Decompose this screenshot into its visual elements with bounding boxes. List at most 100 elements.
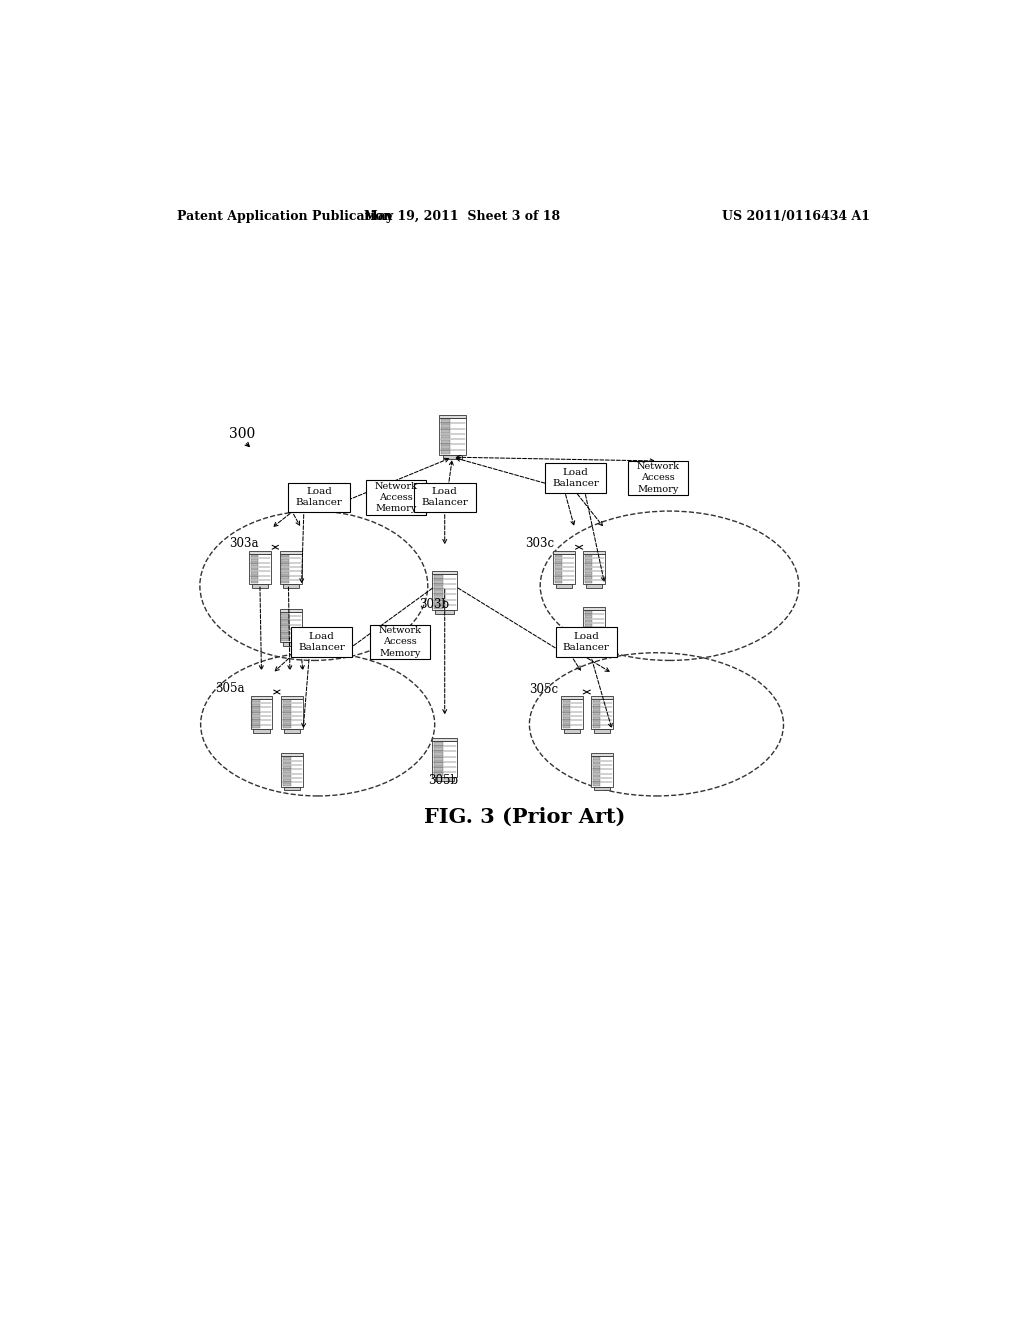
Bar (628, 461, 688, 495)
Bar (556, 627, 617, 656)
Bar (593, 770, 600, 774)
Bar (563, 729, 580, 733)
Bar (251, 698, 272, 729)
Bar (289, 483, 350, 512)
Bar (585, 568, 593, 570)
Bar (585, 615, 593, 618)
Bar (562, 700, 570, 702)
Bar (434, 758, 442, 760)
Bar (432, 570, 457, 574)
Bar (283, 783, 291, 785)
Bar (282, 577, 289, 579)
Bar (434, 601, 442, 603)
Bar (585, 611, 593, 614)
Bar (282, 622, 289, 624)
Text: 303b: 303b (419, 598, 450, 611)
Text: 305a: 305a (215, 681, 245, 694)
Bar (432, 742, 457, 776)
Bar (252, 585, 268, 587)
Text: 303c: 303c (525, 537, 555, 550)
Bar (282, 698, 303, 729)
Bar (553, 554, 574, 585)
Bar (593, 762, 600, 764)
Bar (562, 713, 570, 715)
Bar (434, 590, 442, 594)
Bar (434, 606, 442, 609)
Text: Load
Balancer: Load Balancer (298, 632, 345, 652)
Bar (283, 758, 291, 760)
Bar (434, 767, 442, 771)
Bar (283, 704, 291, 706)
Bar (252, 717, 260, 719)
Bar (555, 554, 562, 557)
Bar (562, 704, 570, 706)
Bar (283, 770, 291, 774)
Bar (441, 418, 450, 422)
Bar (584, 607, 605, 610)
Bar (584, 610, 605, 640)
Bar (441, 440, 450, 444)
Bar (594, 787, 610, 791)
Bar (282, 639, 289, 642)
Bar (251, 564, 258, 566)
Bar (439, 418, 466, 455)
Text: US 2011/0116434 A1: US 2011/0116434 A1 (722, 210, 869, 223)
Bar (584, 550, 605, 554)
Bar (593, 775, 600, 777)
Text: 300: 300 (229, 428, 255, 441)
Bar (435, 776, 454, 781)
Bar (593, 766, 600, 768)
Bar (585, 577, 593, 579)
Bar (434, 763, 442, 766)
Bar (282, 564, 289, 566)
Bar (283, 779, 291, 781)
Bar (434, 576, 442, 578)
Bar (585, 628, 593, 631)
Bar (585, 572, 593, 574)
Bar (282, 558, 289, 562)
Bar (251, 696, 272, 698)
Bar (285, 787, 300, 791)
Text: 305b: 305b (429, 774, 459, 787)
Bar (562, 721, 570, 723)
Bar (434, 752, 442, 756)
Bar (585, 558, 593, 562)
Bar (585, 619, 593, 622)
Bar (585, 636, 593, 640)
Bar (282, 616, 289, 619)
Bar (252, 713, 260, 715)
Bar (282, 696, 303, 698)
Bar (591, 756, 612, 787)
Text: FIG. 3 (Prior Art): FIG. 3 (Prior Art) (424, 807, 626, 826)
Bar (561, 698, 583, 729)
Text: 303a: 303a (229, 537, 259, 550)
Bar (414, 483, 475, 512)
Bar (280, 609, 301, 611)
Bar (283, 708, 291, 711)
Bar (593, 758, 600, 760)
Bar (252, 726, 260, 729)
Bar (283, 721, 291, 723)
Bar (586, 585, 602, 587)
Bar (282, 634, 289, 636)
Bar (251, 577, 258, 579)
Bar (283, 700, 291, 702)
Bar (441, 445, 450, 449)
Bar (251, 554, 258, 557)
Bar (442, 455, 462, 459)
Bar (280, 611, 301, 642)
Bar (555, 577, 562, 579)
Bar (283, 762, 291, 764)
Bar (434, 772, 442, 776)
Bar (251, 572, 258, 574)
Bar (555, 581, 562, 583)
Bar (432, 738, 457, 742)
Bar (562, 726, 570, 729)
Bar (291, 627, 352, 656)
Bar (285, 729, 300, 733)
Text: 305c: 305c (529, 684, 558, 696)
Bar (585, 581, 593, 583)
Bar (283, 726, 291, 729)
Bar (441, 429, 450, 433)
Text: Load
Balancer: Load Balancer (563, 632, 610, 652)
